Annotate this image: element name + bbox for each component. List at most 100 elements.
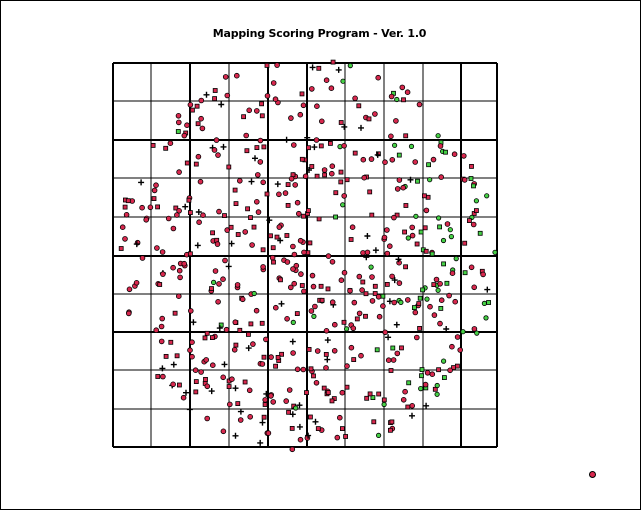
scatter-point-red xyxy=(297,237,304,244)
scatter-point-red xyxy=(216,325,223,332)
scatter-point-red xyxy=(437,143,444,149)
scatter-point-red xyxy=(181,132,188,139)
scatter-point-red xyxy=(399,345,404,351)
scatter-point-red xyxy=(328,170,335,177)
scatter-point-red xyxy=(260,264,266,270)
scatter-point-red xyxy=(341,143,347,149)
scatter-point-red xyxy=(254,199,260,205)
scatter-point-red xyxy=(385,357,392,364)
scatter-point-green xyxy=(218,322,224,328)
scatter-point-green xyxy=(406,380,412,386)
scatter-point-green xyxy=(460,329,466,335)
scatter-point-red xyxy=(304,134,311,141)
scatter-point-red xyxy=(437,280,443,287)
scatter-point-red xyxy=(273,363,279,369)
scatter-point-red xyxy=(401,97,406,103)
scatter-point-red xyxy=(259,113,265,119)
scatter-point-red xyxy=(264,63,270,68)
scatter-point-red xyxy=(331,347,338,354)
scatter-point-red xyxy=(363,291,369,297)
scatter-point-green xyxy=(218,101,225,108)
scatter-point-red xyxy=(471,326,478,332)
scatter-point-red xyxy=(163,353,169,359)
scatter-point-red xyxy=(318,118,325,125)
scatter-point-red xyxy=(437,320,443,327)
scatter-point-red xyxy=(193,379,199,385)
scatter-point-green xyxy=(418,385,424,392)
scatter-point-red xyxy=(466,218,472,224)
scatter-point-red xyxy=(315,426,321,432)
scatter-point-red xyxy=(189,353,195,360)
scatter-point-red xyxy=(260,179,267,186)
scatter-point-red xyxy=(328,85,335,91)
scatter-point-red xyxy=(198,369,204,375)
scatter-point-red xyxy=(359,287,365,293)
scatter-point-green xyxy=(293,405,299,411)
scatter-point-red xyxy=(318,283,324,289)
scatter-point-green xyxy=(364,233,371,239)
scatter-point-red xyxy=(151,187,158,194)
scatter-point-red xyxy=(369,298,376,304)
scatter-point-red xyxy=(352,150,358,156)
scatter-point-red xyxy=(343,434,349,439)
scatter-point-green xyxy=(429,251,435,257)
scatter-point-red xyxy=(402,229,408,235)
scatter-point-red xyxy=(126,310,132,317)
scatter-point-green xyxy=(375,432,382,438)
scatter-point-red xyxy=(227,401,233,408)
scatter-point-red xyxy=(253,307,260,314)
scatter-point-red xyxy=(159,315,166,322)
scatter-point-red xyxy=(254,108,260,114)
scatter-point-red xyxy=(375,293,382,300)
scatter-point-red xyxy=(274,62,280,68)
scatter-point-green xyxy=(370,395,376,401)
scatter-point-red xyxy=(257,159,264,165)
scatter-point-red xyxy=(429,371,436,378)
scatter-point-green xyxy=(296,402,303,409)
scatter-point-red xyxy=(288,115,294,121)
scatter-point-red xyxy=(388,133,394,140)
scatter-point-green xyxy=(440,237,447,244)
scatter-point-red xyxy=(226,164,232,170)
scatter-point-red xyxy=(300,366,307,373)
scatter-point-red xyxy=(325,390,331,396)
scatter-point-red xyxy=(245,331,251,337)
scatter-point-red xyxy=(254,172,261,178)
scatter-point-red xyxy=(351,357,357,363)
scatter-point-red xyxy=(231,346,238,353)
scatter-point-red xyxy=(452,298,459,305)
scatter-point-red xyxy=(294,199,301,206)
scatter-point-red xyxy=(316,65,322,71)
scatter-point-red xyxy=(381,397,387,403)
scatter-point-red xyxy=(298,271,304,277)
scatter-point-red xyxy=(423,402,430,409)
scatter-point-red xyxy=(396,280,403,286)
scatter-point-red xyxy=(170,361,177,368)
scatter-point-red xyxy=(139,255,146,261)
scatter-point-red xyxy=(272,96,279,102)
scatter-point-red xyxy=(133,279,140,286)
scatter-point-red xyxy=(403,133,409,139)
scatter-point-red xyxy=(244,148,250,154)
status-indicator xyxy=(589,471,596,478)
scatter-point-red xyxy=(314,103,320,109)
scatter-point-red xyxy=(193,161,199,167)
scatter-point-red xyxy=(354,316,360,322)
scatter-point-red xyxy=(246,107,253,114)
scatter-point-red xyxy=(243,132,250,139)
scatter-point-red xyxy=(364,395,370,401)
scatter-point-red xyxy=(372,111,378,117)
scatter-point-red xyxy=(210,230,216,236)
scatter-point-red xyxy=(181,260,188,267)
scatter-point-green xyxy=(435,287,441,293)
scatter-point-red xyxy=(374,151,381,158)
scatter-point-red xyxy=(160,271,166,277)
scatter-point-green xyxy=(474,330,480,336)
scatter-point-red xyxy=(352,95,358,102)
scatter-point-red xyxy=(388,368,394,373)
scatter-point-red xyxy=(157,282,163,287)
scatter-point-red xyxy=(363,313,368,319)
scatter-point-red xyxy=(228,224,234,230)
